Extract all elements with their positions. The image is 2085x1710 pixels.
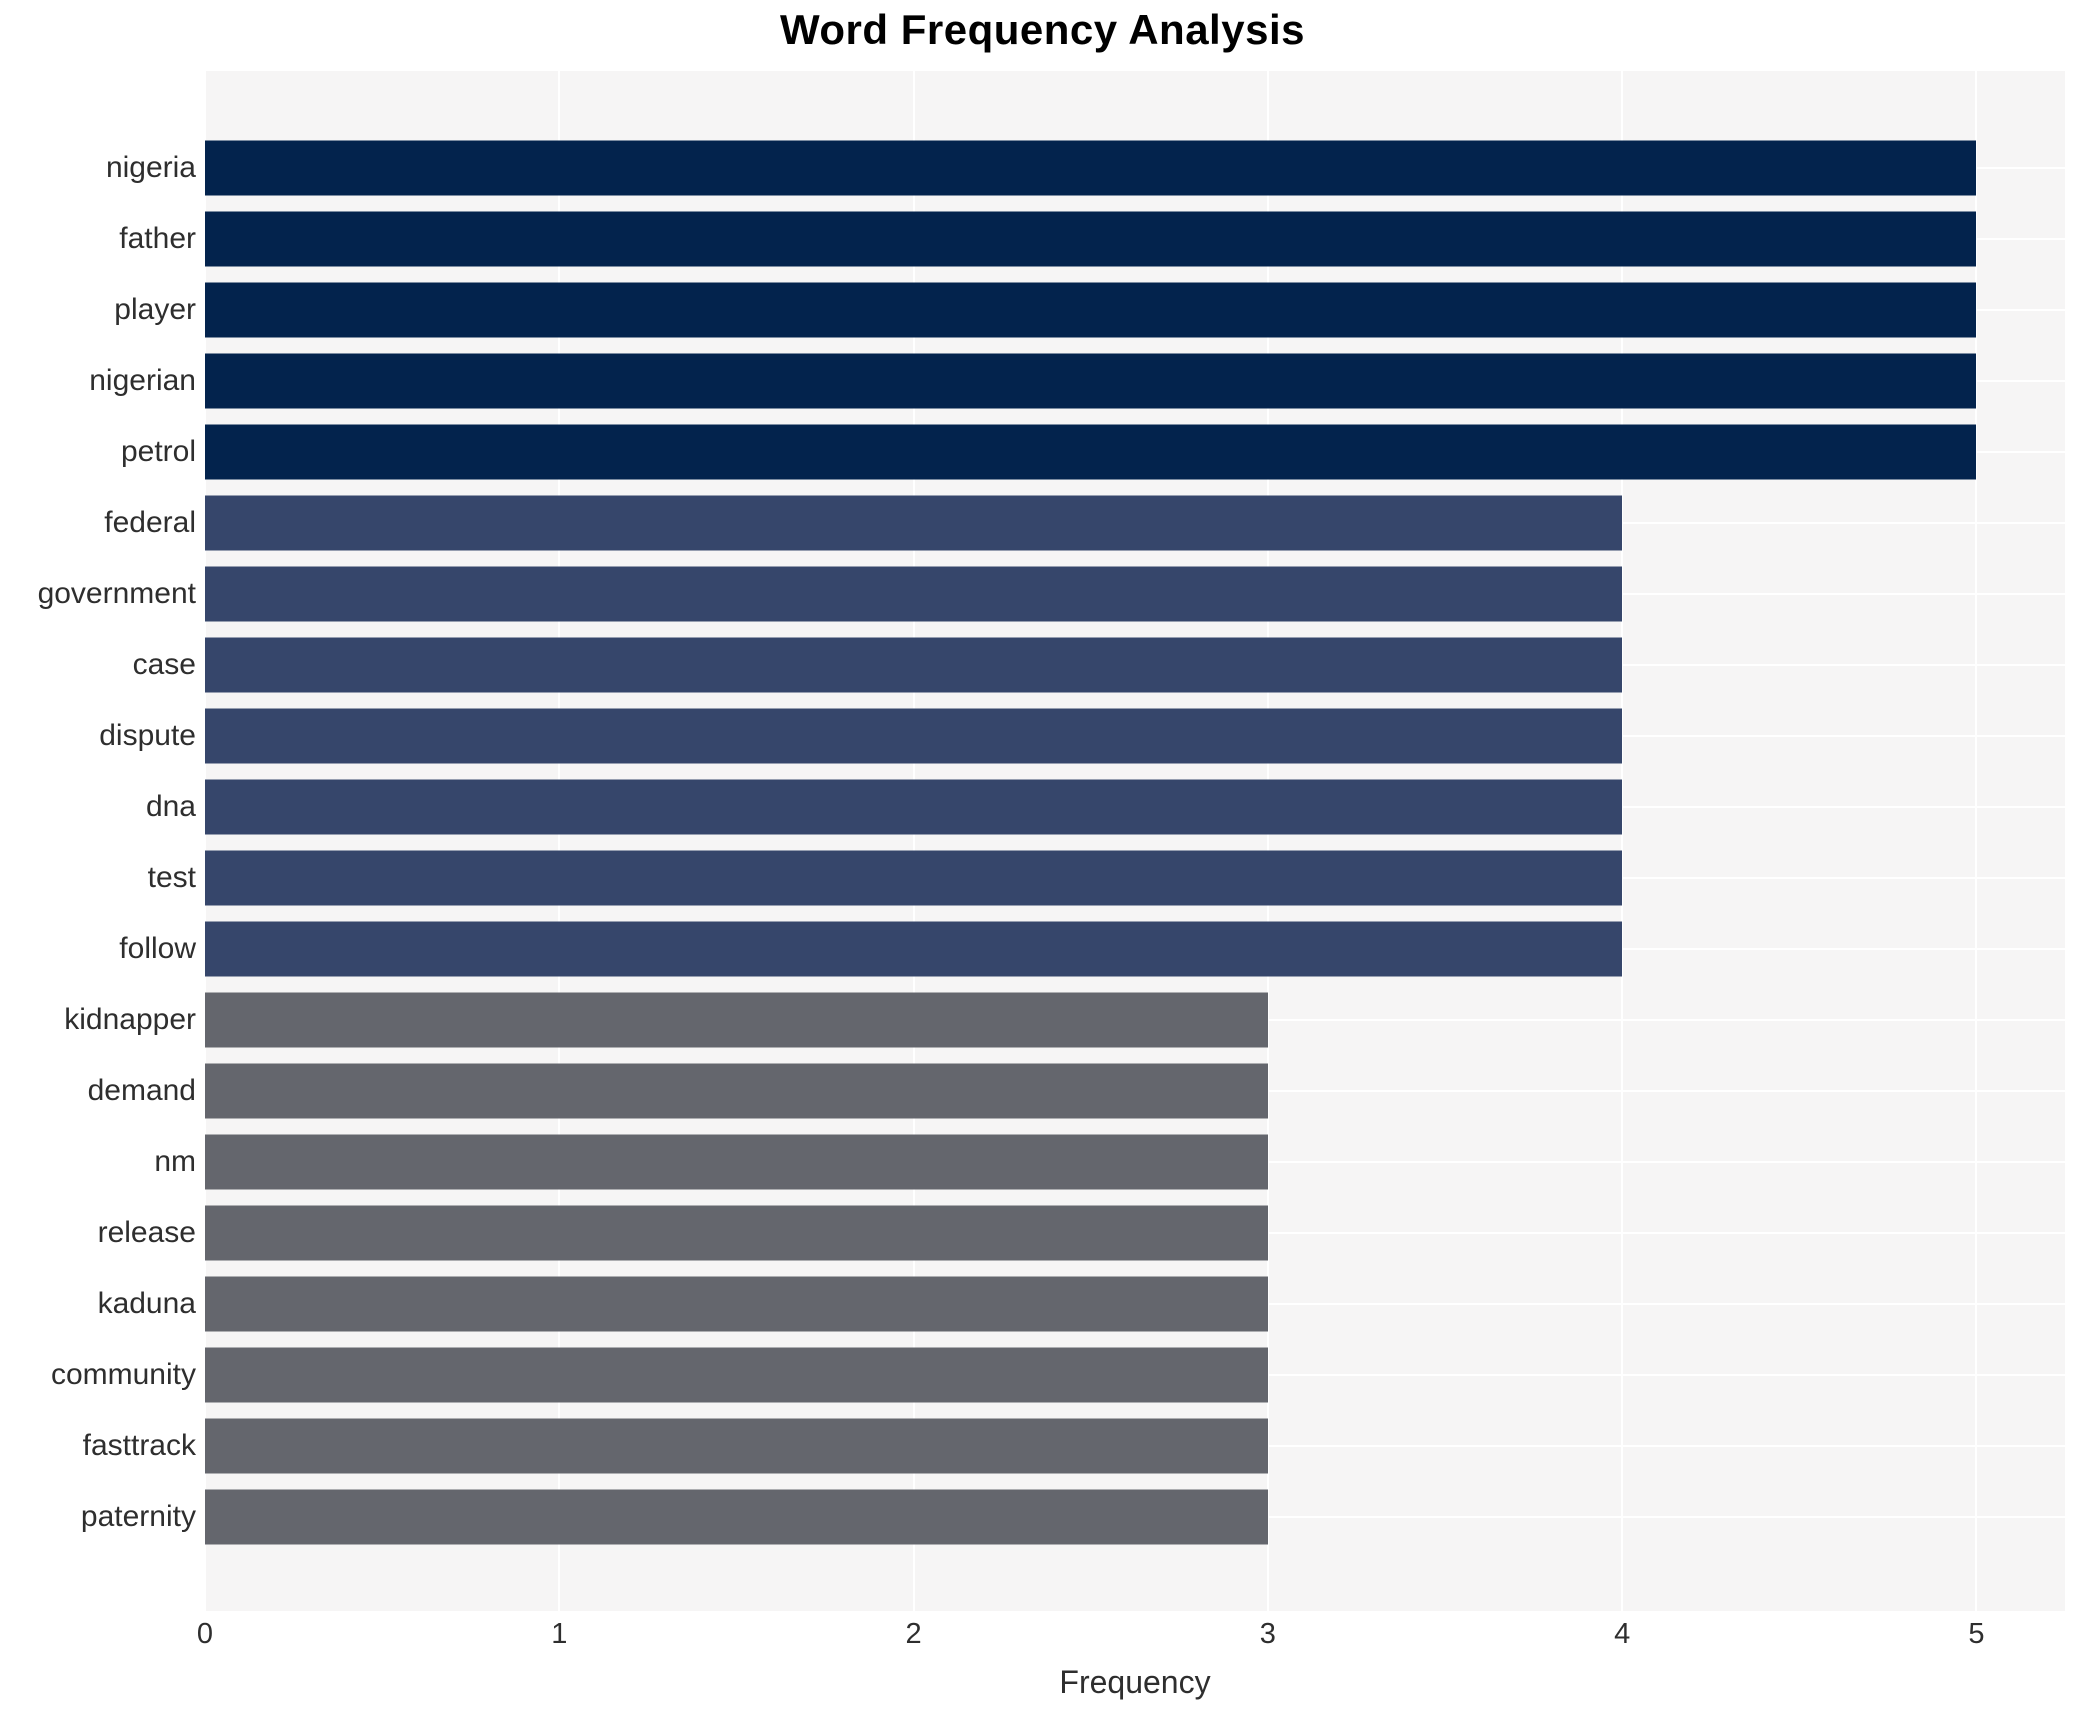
bar-row <box>205 203 2065 274</box>
bar-player <box>205 282 1977 338</box>
bar-demand <box>205 1063 1268 1119</box>
bar-row <box>205 771 2065 842</box>
bar-row <box>205 1127 2065 1198</box>
plot-panel <box>204 71 2065 1611</box>
category-label-paternity: paternity <box>80 1500 196 1534</box>
bar-row <box>205 1269 2065 1340</box>
bar-row <box>205 985 2065 1056</box>
x-tick-label-0: 0 <box>196 1618 214 1650</box>
x-tick-label-2: 2 <box>905 1618 922 1650</box>
y-axis-labels: nigeria father player nigerian petrol federal… <box>0 71 196 1611</box>
bar-row <box>205 1411 2065 1482</box>
bar-row <box>205 345 2065 416</box>
bar-nigeria <box>205 140 1977 196</box>
bar-paternity <box>205 1489 1268 1545</box>
gridline-vertical <box>1621 71 1624 1611</box>
bar-row <box>205 1198 2065 1269</box>
category-label-father: father <box>119 221 196 255</box>
bar-row <box>205 558 2065 629</box>
gridline-vertical <box>204 71 206 1611</box>
bar-nm <box>205 1134 1268 1190</box>
category-label-petrol: petrol <box>120 434 196 468</box>
gridline-vertical <box>558 71 561 1611</box>
x-axis-tick-labels: 0 1 2 3 4 5 <box>197 1618 2065 1660</box>
category-label-dispute: dispute <box>99 718 196 752</box>
bar-nigerian <box>205 353 1977 409</box>
x-tick-label-1: 1 <box>551 1618 568 1650</box>
bar-community <box>205 1347 1268 1403</box>
gridline-vertical <box>1266 71 1269 1611</box>
bar-father <box>205 211 1977 267</box>
bar-kidnapper <box>205 992 1268 1048</box>
bar-release <box>205 1205 1268 1261</box>
x-tick-label-4: 4 <box>1614 1618 1631 1650</box>
bar-row <box>205 700 2065 771</box>
category-label-demand: demand <box>87 1074 196 1108</box>
bar-row <box>205 842 2065 913</box>
bar-dispute <box>205 708 1623 764</box>
category-label-nigerian: nigerian <box>89 363 196 397</box>
gridline-vertical <box>912 71 915 1611</box>
bar-row <box>205 416 2065 487</box>
bar-row <box>205 487 2065 558</box>
category-label-test: test <box>147 860 196 894</box>
bar-row <box>205 914 2065 985</box>
bar-row <box>205 1056 2065 1127</box>
bar-federal <box>205 495 1623 551</box>
bar-dna <box>205 779 1623 835</box>
category-label-case: case <box>132 647 196 681</box>
bar-case <box>205 637 1623 693</box>
category-label-nm: nm <box>154 1145 196 1179</box>
bar-petrol <box>205 424 1977 480</box>
bars-container <box>205 71 2065 1611</box>
bar-government <box>205 566 1623 622</box>
bar-row <box>205 1482 2065 1553</box>
bar-kaduna <box>205 1276 1268 1332</box>
category-label-federal: federal <box>104 505 196 539</box>
category-label-fasttrack: fasttrack <box>82 1429 196 1463</box>
bar-follow <box>205 921 1623 977</box>
category-label-government: government <box>37 576 196 610</box>
category-label-nigeria: nigeria <box>105 150 196 184</box>
bar-row <box>205 629 2065 700</box>
category-label-dna: dna <box>145 789 196 823</box>
bar-row <box>205 274 2065 345</box>
bar-test <box>205 850 1623 906</box>
bar-fasttrack <box>205 1418 1268 1474</box>
category-label-follow: follow <box>119 932 196 966</box>
bar-row <box>205 132 2065 203</box>
x-axis-title: Frequency <box>1059 1664 1211 1700</box>
chart-title: Word Frequency Analysis <box>780 6 1305 53</box>
bar-row <box>205 1340 2065 1411</box>
x-tick-label-5: 5 <box>1968 1618 1985 1650</box>
category-label-community: community <box>50 1358 196 1392</box>
category-label-kaduna: kaduna <box>97 1287 196 1321</box>
category-label-player: player <box>114 292 196 326</box>
category-label-release: release <box>97 1216 196 1250</box>
gridline-vertical <box>1975 71 1978 1611</box>
x-tick-label-3: 3 <box>1259 1618 1276 1650</box>
category-label-kidnapper: kidnapper <box>64 1003 196 1037</box>
